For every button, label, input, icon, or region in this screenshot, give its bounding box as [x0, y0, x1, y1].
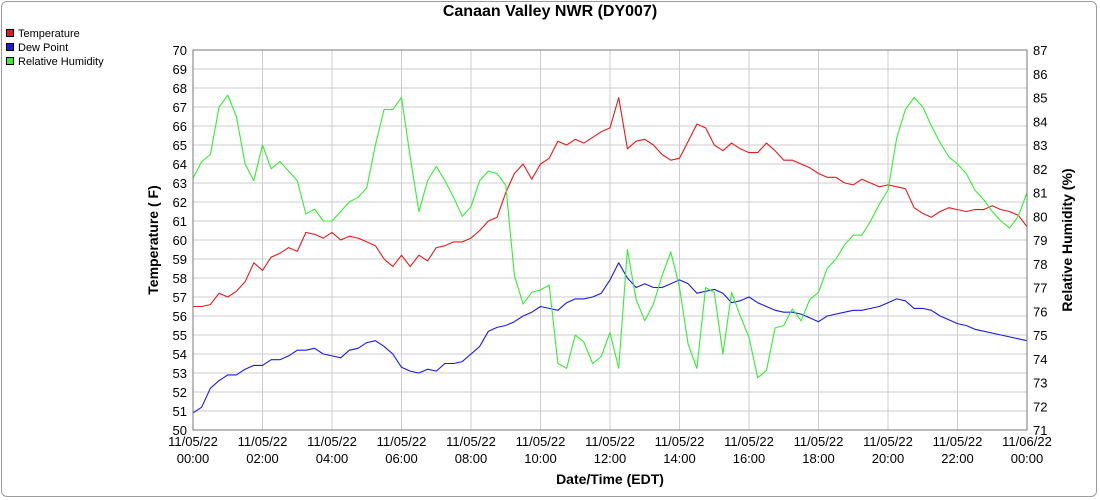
legend-label-relative-humidity: Relative Humidity — [18, 56, 104, 68]
y2-tick-label: 73 — [1033, 376, 1047, 391]
x-tick-time: 22:00 — [941, 451, 974, 466]
x-tick-date: 11/05/22 — [933, 434, 983, 449]
x-tick-date: 11/05/22 — [863, 434, 913, 449]
x-tick-date: 11/05/22 — [307, 434, 357, 449]
series-line-relative-humidity — [192, 94, 1028, 379]
x-tick-date: 11/05/22 — [238, 434, 288, 449]
x-tick-time: 18:00 — [802, 451, 835, 466]
y-tick-label: 58 — [173, 271, 187, 286]
y-tick-label: 69 — [173, 62, 187, 77]
x-tick-date: 11/05/22 — [377, 434, 427, 449]
x-tick-time: 04:00 — [316, 451, 349, 466]
y-tick-label: 61 — [173, 214, 187, 229]
x-tick-date: 11/05/22 — [794, 434, 844, 449]
legend-swatch-relative-humidity — [6, 57, 14, 65]
chart-legend: Temperature Dew Point Relative Humidity — [6, 27, 104, 69]
plot-border — [192, 49, 1028, 431]
y-tick-label: 52 — [173, 385, 187, 400]
x-tick-date: 11/05/22 — [516, 434, 566, 449]
y2-axis-title: Relative Humidity (%) — [1059, 168, 1075, 311]
x-tick-date: 11/05/22 — [585, 434, 635, 449]
y2-tick-label: 83 — [1033, 138, 1047, 153]
y-tick-label: 59 — [173, 252, 187, 267]
y-tick-label: 64 — [173, 157, 187, 172]
series-line-dew-point — [192, 262, 1028, 414]
x-tick-time: 10:00 — [524, 451, 557, 466]
x-tick-time: 20:00 — [872, 451, 905, 466]
x-tick-time: 06:00 — [385, 451, 418, 466]
y2-tick-label: 85 — [1033, 91, 1047, 106]
y-tick-label: 56 — [173, 309, 187, 324]
x-tick-date: 11/06/22 — [1002, 434, 1052, 449]
y-tick-label: 66 — [173, 119, 187, 134]
y-tick-label: 62 — [173, 195, 187, 210]
y2-tick-label: 79 — [1033, 233, 1047, 248]
x-tick-time: 08:00 — [455, 451, 488, 466]
y2-tick-label: 77 — [1033, 281, 1047, 296]
y-tick-label: 50 — [173, 423, 187, 438]
legend-item-relative-humidity: Relative Humidity — [6, 55, 104, 69]
legend-item-dew-point: Dew Point — [6, 41, 104, 55]
x-tick-date: 11/05/22 — [446, 434, 496, 449]
y-tick-label: 70 — [173, 43, 187, 58]
y2-tick-label: 84 — [1033, 114, 1047, 129]
x-tick-date: 11/05/22 — [655, 434, 705, 449]
y-axis-title: Temperature ( F) — [145, 185, 161, 294]
y2-tick-label: 78 — [1033, 257, 1047, 272]
y-tick-label: 63 — [173, 176, 187, 191]
y2-tick-label: 74 — [1033, 352, 1047, 367]
series-lines — [192, 94, 1028, 414]
y2-tick-label: 86 — [1033, 67, 1047, 82]
legend-swatch-dew-point — [6, 43, 14, 51]
series-line-temperature — [193, 96, 1028, 308]
x-tick-time: 16:00 — [733, 451, 766, 466]
x-tick-time: 00:00 — [1011, 451, 1044, 466]
chart-title: Canaan Valley NWR (DY007) — [442, 3, 658, 20]
y-tick-label: 57 — [173, 290, 187, 305]
y-tick-label: 67 — [173, 100, 187, 115]
x-axis-title: Date/Time (EDT) — [556, 471, 664, 487]
y2-tick-label: 81 — [1033, 186, 1047, 201]
y-tick-label: 51 — [173, 404, 187, 419]
y2-tick-label: 72 — [1033, 399, 1047, 414]
grid-lines — [192, 49, 1028, 431]
legend-label-dew-point: Dew Point — [18, 42, 69, 54]
y-tick-label: 60 — [173, 233, 187, 248]
y-tick-label: 54 — [173, 347, 187, 362]
y2-tick-label: 71 — [1033, 423, 1047, 438]
y2-tick-label: 80 — [1033, 209, 1047, 224]
x-tick-time: 00:00 — [177, 451, 210, 466]
y2-tick-label: 87 — [1033, 43, 1047, 58]
y-tick-label: 53 — [173, 366, 187, 381]
y-tick-label: 68 — [173, 81, 187, 96]
x-tick-time: 14:00 — [663, 451, 696, 466]
x-tick-time: 12:00 — [594, 451, 627, 466]
x-tick-date: 11/05/22 — [724, 434, 774, 449]
y-tick-label: 65 — [173, 138, 187, 153]
y2-tick-label: 75 — [1033, 328, 1047, 343]
tick-labels: 50 51 52 53 54 55 56 57 58 59 60 61 62 63 64 65 66 67 68 69… — [168, 43, 1052, 466]
x-tick-time: 02:00 — [246, 451, 279, 466]
y2-tick-label: 76 — [1033, 304, 1047, 319]
y-tick-label: 55 — [173, 328, 187, 343]
y2-tick-label: 82 — [1033, 162, 1047, 177]
legend-label-temperature: Temperature — [18, 28, 80, 40]
legend-item-temperature: Temperature — [6, 27, 104, 41]
x-tick-date: 11/05/22 — [168, 434, 218, 449]
legend-swatch-temperature — [6, 29, 14, 37]
